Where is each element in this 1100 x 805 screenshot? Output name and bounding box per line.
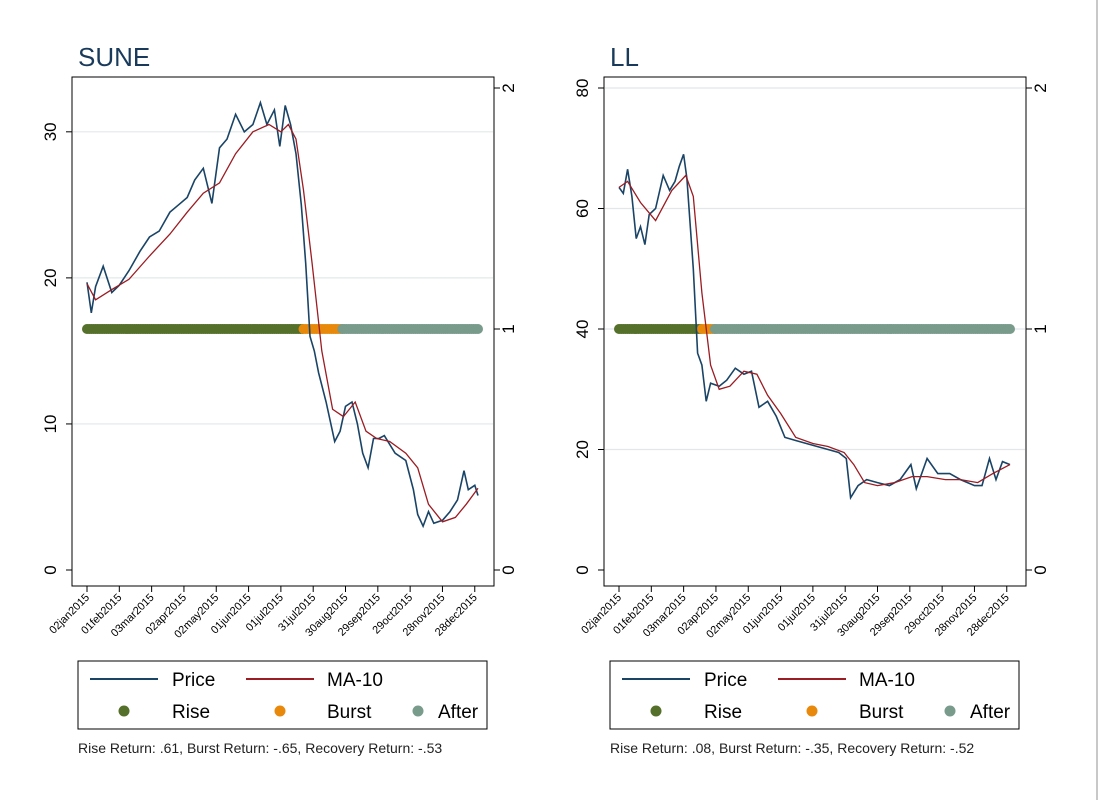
y-tick-label: 20 <box>573 440 592 459</box>
legend-burst-marker <box>806 705 818 717</box>
y-tick-label: 0 <box>573 565 592 574</box>
phase-after-dot <box>473 324 483 334</box>
price-line <box>618 154 1011 501</box>
legend-after-marker <box>412 705 424 717</box>
legend-box <box>609 660 1020 730</box>
y-tick-label: 20 <box>41 268 60 287</box>
legend-burst-label: Burst <box>327 702 372 723</box>
x-axis: 02jan201501feb201503mar201502apr201502ma… <box>579 586 1012 641</box>
legend-ma10-label: MA-10 <box>859 670 915 691</box>
y-tick-label: 80 <box>573 79 592 98</box>
legend-price-label: Price <box>172 670 215 691</box>
y2-tick-label: 2 <box>1031 83 1050 92</box>
grid-lines <box>73 131 493 425</box>
legend-rise-marker <box>118 705 130 717</box>
y2-tick-label: 0 <box>499 565 518 574</box>
returns-note: Rise Return: .08, Burst Return: -.35, Re… <box>610 740 974 756</box>
legend-burst-label: Burst <box>859 702 904 723</box>
y2-tick-label: 0 <box>1031 565 1050 574</box>
chart-title: LL <box>610 42 639 72</box>
phase-after-dot <box>1005 324 1015 334</box>
legend-rise-marker <box>650 705 662 717</box>
legend-rise-label: Rise <box>704 702 742 723</box>
y-tick-label: 30 <box>41 122 60 141</box>
legend-after-label: After <box>438 702 479 723</box>
legend-rise-label: Rise <box>172 702 210 723</box>
panel-sune: SUNE 0 10 20 30 0 1 2 02jan201501feb201503mar… <box>41 42 518 756</box>
legend-price-label: Price <box>704 670 747 691</box>
legend-ma10-label: MA-10 <box>327 670 383 691</box>
y-tick-label: 40 <box>573 320 592 339</box>
y-axis-right: 0 1 2 <box>1026 83 1050 575</box>
y-axis-left: 0 20 40 60 80 <box>573 79 604 575</box>
phase-markers <box>614 324 1015 334</box>
legend-burst-marker <box>274 705 286 717</box>
x-axis: 02jan201501feb201503mar201502apr201502ma… <box>47 586 480 641</box>
price-line <box>86 99 479 529</box>
legend: Price MA-10 Rise Burst After <box>77 660 488 730</box>
y-tick-label: 60 <box>573 199 592 218</box>
legend: Price MA-10 Rise Burst After <box>609 660 1020 730</box>
y-axis-left: 0 10 20 30 <box>41 122 72 575</box>
y2-tick-label: 1 <box>1031 324 1050 333</box>
y2-tick-label: 2 <box>499 83 518 92</box>
legend-after-marker <box>944 705 956 717</box>
y2-tick-label: 1 <box>499 324 518 333</box>
ma10-line <box>86 123 479 523</box>
panel-ll: LL 0 20 40 60 80 0 1 2 02jan201501feb201503mar… <box>573 42 1050 756</box>
chart-title: SUNE <box>78 42 150 72</box>
y-tick-label: 10 <box>41 414 60 433</box>
legend-after-label: After <box>970 702 1011 723</box>
legend-box <box>77 660 488 730</box>
returns-note: Rise Return: .61, Burst Return: -.65, Re… <box>78 740 442 756</box>
y-tick-label: 0 <box>41 565 60 574</box>
y-axis-right: 0 1 2 <box>494 83 518 575</box>
ma10-line <box>618 174 1011 487</box>
phase-markers <box>82 324 483 334</box>
